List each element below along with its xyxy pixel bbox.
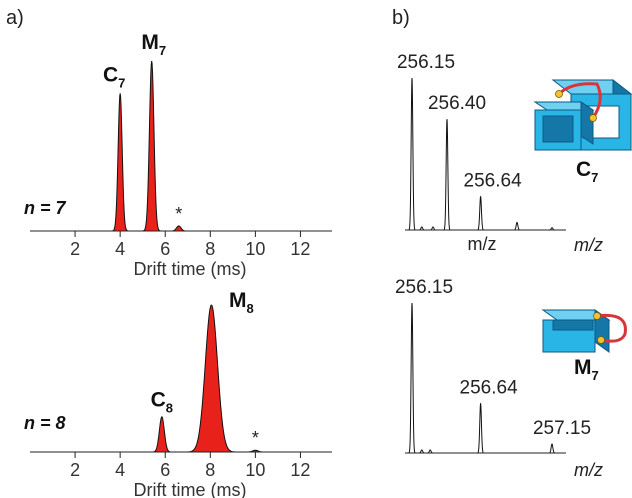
- impurity-marker: *: [252, 428, 259, 448]
- impurity-marker: *: [175, 204, 182, 224]
- mz-peak-label: 256.40: [428, 93, 486, 114]
- m7-annotation: M7: [574, 356, 599, 383]
- panel-b-label: b): [392, 7, 410, 29]
- peak-label: M7: [141, 31, 166, 58]
- x-ticks-n7: 2 4 6 8 10 12: [70, 231, 310, 259]
- peak-label: C8: [151, 389, 173, 416]
- x-tick-label: 8: [205, 460, 215, 480]
- peak-label: M8: [229, 289, 254, 316]
- c7-annotation: C7: [576, 158, 598, 185]
- x-tick-label: 2: [70, 239, 80, 259]
- mass-spectrum-m7: 256.15 256.64 257.15 m/z M7: [395, 277, 603, 480]
- mz-axis-title-c7-italic: m/z: [574, 235, 603, 255]
- n7-annotation: n = 7: [24, 198, 67, 218]
- x-tick-label: 12: [290, 460, 310, 480]
- x-tick-label: 6: [160, 460, 170, 480]
- x-axis-title-n8: Drift time (ms): [134, 480, 247, 498]
- catenane-cage-icon: [533, 78, 632, 152]
- mz-axis-title-m7: m/z: [574, 460, 603, 480]
- peak-labels-n7: C7 M7 *: [103, 31, 182, 224]
- x-tick-label: 4: [115, 460, 125, 480]
- mz-peak-label: 256.15: [397, 52, 455, 73]
- drift-trace-n8: [30, 304, 332, 453]
- x-tick-label: 12: [290, 239, 310, 259]
- n8-annotation: n = 8: [24, 413, 66, 433]
- mz-peak-label: 256.64: [460, 378, 519, 399]
- mz-peak-labels-c7: 256.15 256.40 256.64: [397, 52, 522, 192]
- peak-labels-n8: C8 M8 *: [151, 289, 259, 448]
- x-tick-label: 6: [160, 239, 170, 259]
- mz-peak-label: 256.15: [395, 277, 453, 298]
- x-tick-label: 10: [245, 460, 265, 480]
- x-tick-label: 4: [115, 239, 125, 259]
- panel-a-label: a): [6, 7, 24, 29]
- x-axis-title-n7: Drift time (ms): [134, 259, 247, 279]
- mz-axis-title-c7: m/z: [468, 234, 497, 254]
- x-ticks-n8: 2 4 6 8 10 12: [70, 452, 310, 480]
- drift-time-chart-n7: 2 4 6 8 10 12 Drift time (ms) n = 7 C7 M7 *: [24, 31, 332, 279]
- mass-spectrum-c7: 256.15 256.40 256.64 m/z m/z C7: [397, 52, 603, 255]
- peak-label: C7: [103, 63, 125, 90]
- drift-time-chart-n8: 2 4 6 8 10 12 Drift time (ms) n = 8 C8 M8 *: [24, 289, 332, 498]
- monomer-cage-icon: [541, 309, 627, 353]
- x-tick-label: 2: [70, 460, 80, 480]
- mz-peak-label: 256.64: [464, 171, 523, 192]
- x-tick-label: 10: [245, 239, 265, 259]
- mz-peak-labels-m7: 256.15 256.64 257.15: [395, 277, 591, 439]
- x-tick-label: 8: [205, 239, 215, 259]
- mz-peak-label: 257.15: [533, 418, 591, 439]
